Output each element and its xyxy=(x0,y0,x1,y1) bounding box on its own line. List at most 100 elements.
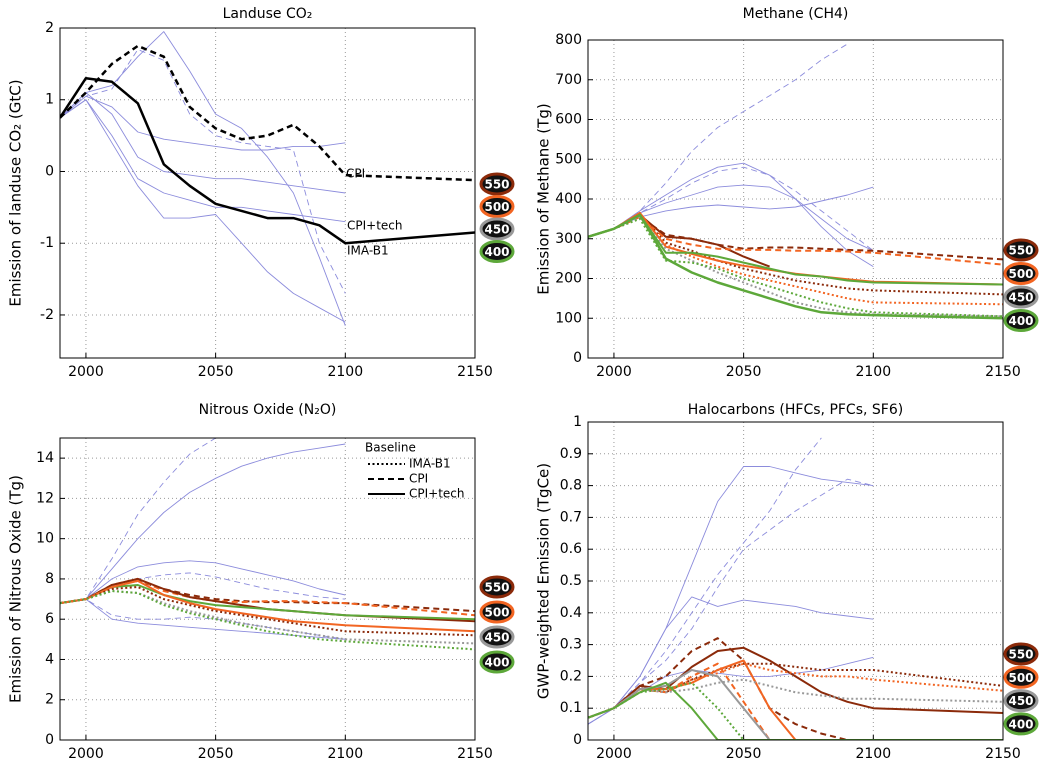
y-tick-label: 0.5 xyxy=(560,573,582,589)
y-tick-label: 0.3 xyxy=(560,637,582,653)
panel: 0 0.1 0.2 0.3 0.4 0.5 0.6 0.7 0.8 0.9 1 2000 2050 210… xyxy=(535,402,1039,762)
annotation: IMA-B1 xyxy=(347,244,389,258)
series-line xyxy=(60,99,346,223)
badge-label: 550 xyxy=(1008,244,1033,258)
series-group xyxy=(588,437,1003,740)
chart-title: Halocarbons (HFCs, PFCs, SF6) xyxy=(688,402,903,418)
y-tick-label: 0.8 xyxy=(560,478,582,494)
chart-title: Methane (CH4) xyxy=(743,6,849,22)
y-tick-label: 2 xyxy=(45,20,54,36)
x-tick-label: 2000 xyxy=(596,746,632,760)
badge xyxy=(1003,262,1039,285)
y-tick-label: 0.2 xyxy=(560,668,582,684)
y-tick-label: 0.9 xyxy=(560,446,582,462)
series-line xyxy=(588,213,1003,296)
badge xyxy=(1003,665,1039,689)
badge-label: 400 xyxy=(484,245,509,259)
x-tick-label: 2050 xyxy=(198,746,234,760)
y-tick-label: 0 xyxy=(573,350,582,366)
badge-label: 500 xyxy=(1008,267,1033,281)
x-tick-label: 2150 xyxy=(457,746,493,760)
y-tick-label: 400 xyxy=(555,191,582,207)
legend-title: Baseline xyxy=(365,441,416,455)
series-line xyxy=(588,681,1003,740)
x-tick-label: 2100 xyxy=(855,746,891,760)
series-line xyxy=(588,678,1003,719)
x-tick-label: 2100 xyxy=(327,364,363,380)
legend-label: CPI xyxy=(409,472,428,486)
panel: 0 2 4 6 8 10 12 14 2000 2050 2100 2150 Nitrous Oxide… xyxy=(7,402,515,762)
annotation: CPI+tech xyxy=(347,219,403,233)
series-line xyxy=(60,31,346,326)
y-tick-label: 1 xyxy=(573,414,582,430)
badge xyxy=(479,575,515,599)
badge xyxy=(1003,285,1039,309)
y-tick-label: 100 xyxy=(555,310,582,326)
y-tick-label: 0.6 xyxy=(560,541,582,557)
series-line xyxy=(60,76,475,245)
y-tick-label: 0.7 xyxy=(560,509,582,525)
series-line xyxy=(588,217,1003,318)
series-line xyxy=(588,478,874,725)
badge xyxy=(479,625,515,649)
series-line xyxy=(60,443,346,604)
y-tick-label: 4 xyxy=(45,651,54,667)
plot-frame xyxy=(59,27,476,359)
series-line xyxy=(588,662,1003,740)
series-line xyxy=(588,662,1003,719)
x-tick-label: 2000 xyxy=(68,364,104,380)
badge xyxy=(479,600,515,624)
series-line xyxy=(588,211,1003,286)
badge xyxy=(479,195,515,218)
x-tick-label: 2150 xyxy=(985,746,1021,760)
y-tick-label: 6 xyxy=(45,611,54,627)
series-line xyxy=(60,586,475,637)
plot-frame xyxy=(587,421,1004,741)
y-tick-label: 0 xyxy=(573,732,582,748)
x-tick-label: 2000 xyxy=(596,364,632,380)
y-axis-label: Emission of Methane (Tg) xyxy=(535,103,553,294)
badge-label: 400 xyxy=(1008,717,1033,731)
legend-label: CPI+tech xyxy=(409,487,465,501)
y-tick-label: -1 xyxy=(40,235,54,251)
y-axis-label: Emission of landuse CO₂ (GtC) xyxy=(7,79,25,306)
badge-label: 550 xyxy=(1008,648,1033,662)
y-tick-label: 2 xyxy=(45,692,54,708)
badge xyxy=(479,240,515,263)
badge-label: 400 xyxy=(1008,314,1033,328)
y-tick-label: 1 xyxy=(45,92,54,108)
series-line xyxy=(60,44,475,182)
badge xyxy=(1003,712,1039,736)
series-line xyxy=(60,49,346,294)
series-line xyxy=(588,596,874,725)
y-tick-label: 0 xyxy=(45,732,54,748)
annotation: CPI xyxy=(346,167,365,181)
y-tick-label: 300 xyxy=(555,231,582,247)
series-group xyxy=(60,438,475,651)
badge xyxy=(479,172,515,196)
x-tick-label: 2050 xyxy=(198,364,234,380)
x-tick-label: 2050 xyxy=(726,746,762,760)
chart-title: Landuse CO₂ xyxy=(223,6,313,22)
plot-frame xyxy=(587,39,1004,359)
badge-label: 550 xyxy=(484,581,509,595)
y-tick-label: -2 xyxy=(40,307,54,323)
badge-label: 450 xyxy=(1008,291,1033,305)
x-tick-label: 2050 xyxy=(726,364,762,380)
y-tick-label: 500 xyxy=(555,151,582,167)
badge xyxy=(1003,689,1039,713)
badge-label: 450 xyxy=(484,631,509,645)
plot-area xyxy=(60,28,475,358)
series-line xyxy=(60,598,346,640)
y-axis-label: Emission of Nitrous Oxide (Tg) xyxy=(7,475,25,703)
y-tick-label: 0.4 xyxy=(560,605,582,621)
panel: -2 -1 0 1 2 2000 2050 2100 2150 Landuse CO₂ Emissi… xyxy=(7,6,515,380)
x-tick-label: 2100 xyxy=(855,364,891,380)
y-axis-label: GWP-weighted Emission (TgCe) xyxy=(535,463,553,699)
series-line xyxy=(60,92,346,194)
x-tick-label: 2100 xyxy=(327,746,363,760)
series-line xyxy=(588,213,1003,320)
x-tick-label: 2000 xyxy=(68,746,104,760)
